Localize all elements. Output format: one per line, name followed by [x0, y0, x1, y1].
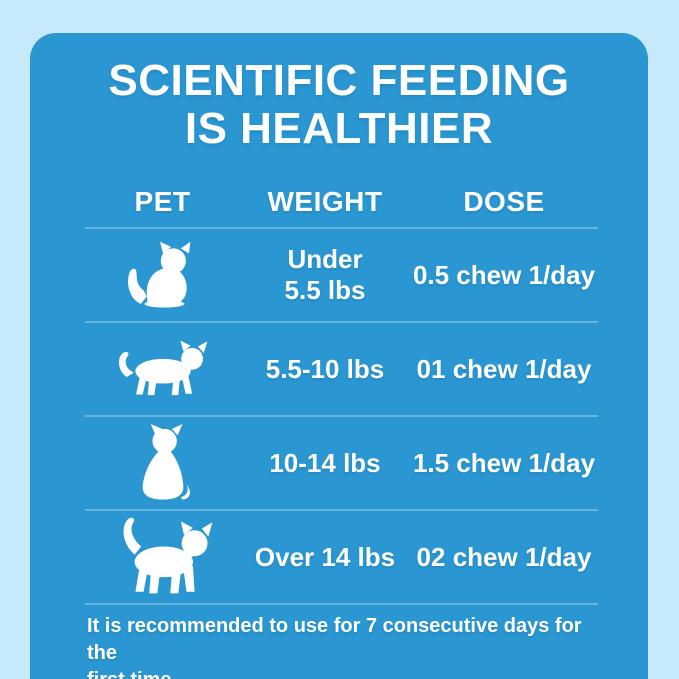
pet-cell — [85, 229, 240, 321]
kitten-sitting-icon — [127, 241, 190, 308]
pet-cell — [85, 511, 240, 603]
table-header-row: PET WEIGHT DOSE — [85, 153, 598, 227]
table-row: Under 5.5 lbs 0.5 chew 1/day — [85, 227, 598, 321]
cat-standing-icon — [122, 517, 212, 594]
title-line-2: IS HEALTHIER — [184, 104, 494, 153]
weight-cell: 5.5-10 lbs — [265, 353, 385, 384]
dose-cell: 01 chew 1/day — [416, 353, 592, 384]
dose-cell: 02 chew 1/day — [416, 541, 592, 572]
dose-cell: 0.5 chew 1/day — [412, 259, 596, 290]
weight-cell: 10-14 lbs — [269, 447, 381, 478]
weight-cell: Under 5.5 lbs — [240, 244, 410, 306]
title-line-1: SCIENTIFIC FEEDING — [108, 56, 570, 105]
column-header-weight: WEIGHT — [267, 186, 383, 217]
cat-sitting-icon — [142, 424, 190, 500]
dose-cell: 1.5 chew 1/day — [412, 447, 596, 478]
dosing-table: PET WEIGHT DOSE Under 5.5 lbs 0.5 chew — [85, 153, 598, 679]
pet-cell — [85, 323, 240, 415]
note-line-2: first time — [87, 667, 598, 679]
table-row: 5.5-10 lbs 01 chew 1/day — [85, 321, 598, 415]
cat-walking-icon — [118, 340, 207, 396]
column-header-pet: PET — [134, 186, 191, 217]
recommendation-note: It is recommended to use for 7 consecuti… — [85, 603, 598, 679]
weight-text-line-1: Under — [287, 244, 363, 274]
weight-cell: Over 14 lbs — [254, 541, 396, 572]
note-line-1: It is recommended to use for 7 consecuti… — [87, 615, 582, 664]
table-row: 10-14 lbs 1.5 chew 1/day — [85, 415, 598, 509]
weight-text-line-2: 5.5 lbs — [284, 275, 366, 305]
page-title: SCIENTIFIC FEEDING IS HEALTHIER — [30, 33, 648, 153]
table-row: Over 14 lbs 02 chew 1/day — [85, 509, 598, 603]
column-header-dose: DOSE — [463, 186, 545, 217]
pet-cell — [85, 417, 240, 509]
infographic-card: SCIENTIFIC FEEDING IS HEALTHIER PET WEIG… — [30, 33, 648, 679]
